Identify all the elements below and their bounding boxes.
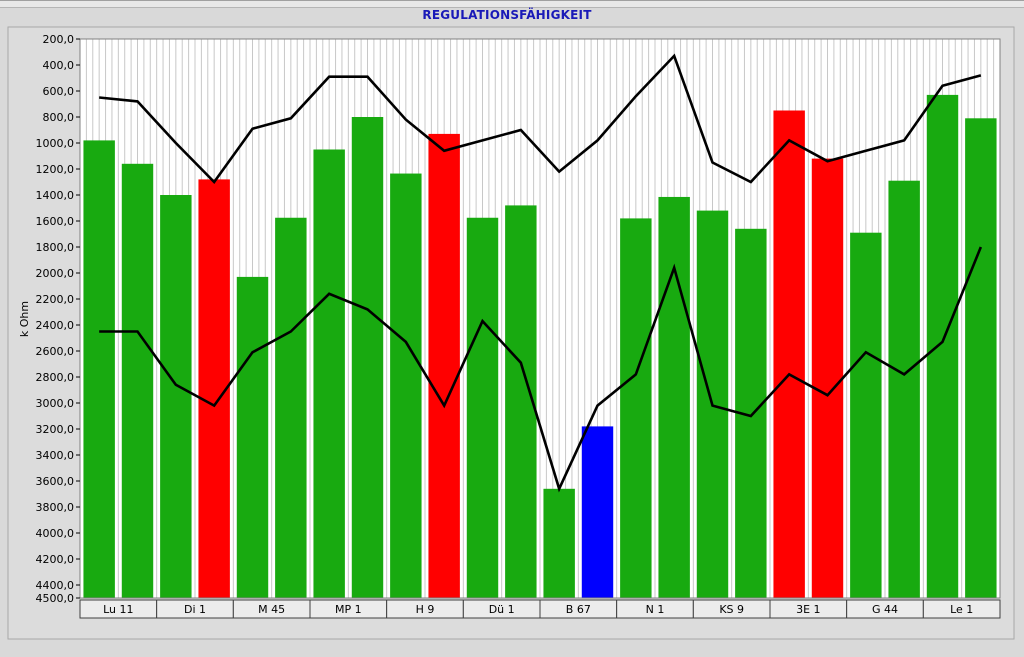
category-label: B 67 [566,603,591,616]
y-tick-label: 4400,0 [36,579,75,592]
bar[interactable] [965,118,997,599]
y-tick-label: 800,0 [43,111,75,124]
bar[interactable] [811,158,844,598]
y-tick-label: 2600,0 [36,345,75,358]
y-tick-label: 3600,0 [36,475,75,488]
bar[interactable] [888,180,920,598]
y-tick-label: 1600,0 [36,215,75,228]
y-tick-label: 1200,0 [36,163,75,176]
bar[interactable] [850,232,882,598]
bar[interactable] [160,195,192,598]
y-tick-label: 4000,0 [36,527,75,540]
bar[interactable] [773,110,805,599]
y-axis: 200,0 400,0 600,0 800,0 1000,0 1200,0 1400,0 16… [36,33,80,605]
y-tick-label: 3400,0 [36,449,75,462]
bar[interactable] [275,217,307,598]
y-tick-label: 400,0 [43,59,75,72]
bar[interactable] [658,196,690,598]
bar[interactable] [466,217,499,598]
y-tick-label: 4200,0 [36,553,75,566]
chart-title: REGULATIONSFÄHIGKEIT [422,8,592,22]
category-label: Dü 1 [489,603,515,616]
y-tick-label: 2200,0 [36,293,75,306]
bar-series [83,94,997,599]
window-top-strip [0,1,1024,8]
y-tick-label: 600,0 [43,85,75,98]
bar[interactable] [351,117,384,598]
y-tick-label: 3000,0 [36,397,75,410]
category-label: 3E 1 [796,603,820,616]
y-tick-label: 1000,0 [36,137,75,150]
y-tick-label: 3800,0 [36,501,75,514]
y-axis-label: k Ohm [18,301,31,337]
y-tick-label: 3200,0 [36,423,75,436]
category-label: Lu 11 [103,603,133,616]
y-tick-label: 2800,0 [36,371,75,384]
bar[interactable] [428,133,460,598]
plot-frame [79,38,1001,599]
y-tick-label: 2400,0 [36,319,75,332]
category-label: Di 1 [184,603,206,616]
lower-line-series [99,246,983,493]
y-tick-label: 4500,0 [36,592,75,605]
category-box [922,599,1001,619]
y-tick-label: 1800,0 [36,241,75,254]
category-label: MP 1 [335,603,362,616]
bar[interactable] [83,140,115,598]
bar[interactable] [121,163,154,599]
y-tick-label: 1400,0 [36,189,75,202]
bar[interactable] [313,149,345,599]
bar[interactable] [543,488,575,598]
bar[interactable] [198,179,230,598]
y-tick-label: 200,0 [43,33,75,46]
category-label: KS 9 [719,603,744,616]
bar[interactable] [505,205,537,598]
bar[interactable] [926,94,959,599]
category-label: N 1 [646,603,665,616]
y-tick-label: 2000,0 [36,267,75,280]
bar[interactable] [581,426,614,598]
category-label: Le 1 [950,603,973,616]
bar[interactable] [620,218,652,598]
bar[interactable] [390,173,422,599]
category-label: G 44 [872,603,898,616]
x-axis-categories: Lu 11 Di 1 M 45 MP 1 H 9 Dü 1 B 67 N 1 KS 9 3E 1 G… [79,599,1001,619]
upper-line-series [99,53,982,185]
category-label: M 45 [258,603,285,616]
category-label: H 9 [416,603,435,616]
bar[interactable] [236,276,269,598]
